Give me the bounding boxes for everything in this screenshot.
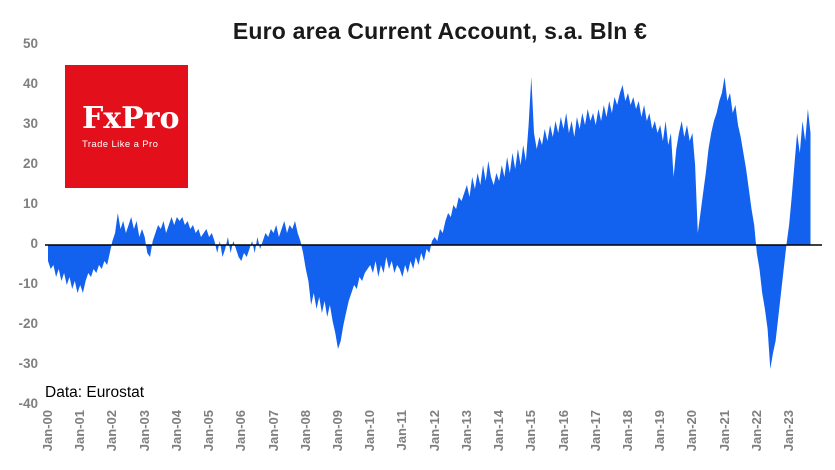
y-axis-label: -40 xyxy=(18,396,38,411)
x-axis-label: Jan-01 xyxy=(72,410,88,452)
x-axis-label: Jan-04 xyxy=(168,410,184,452)
y-axis-label: 30 xyxy=(22,116,38,131)
x-axis-label: Jan-06 xyxy=(233,410,249,452)
x-axis-label: Jan-08 xyxy=(297,410,313,452)
x-axis-label: Jan-23 xyxy=(781,410,797,452)
x-axis-label: Jan-19 xyxy=(652,410,668,452)
x-axis-label: Jan-22 xyxy=(748,410,764,452)
y-axis-label: 40 xyxy=(22,76,38,91)
x-axis-label: Jan-11 xyxy=(394,410,410,451)
x-axis-label: Jan-02 xyxy=(104,410,120,452)
x-axis-label: Jan-13 xyxy=(458,410,474,452)
x-axis-label: Jan-18 xyxy=(619,410,635,452)
x-axis-label: Jan-14 xyxy=(491,410,507,452)
x-axis-label: Jan-09 xyxy=(329,410,345,452)
x-axis-label: Jan-05 xyxy=(201,410,217,452)
x-axis-label: Jan-21 xyxy=(716,410,732,452)
y-axis-label: 0 xyxy=(30,236,38,251)
x-axis-label: Jan-20 xyxy=(684,410,700,452)
fxpro-logo-tagline: Trade Like a Pro xyxy=(82,139,159,150)
x-axis-label: Jan-15 xyxy=(523,410,539,452)
source-note: Data: Eurostat xyxy=(45,384,145,401)
y-axis-label: -10 xyxy=(18,276,38,291)
x-axis-label: Jan-00 xyxy=(40,410,55,452)
area-series xyxy=(48,77,811,369)
fxpro-logo-text: FxPro xyxy=(82,101,180,136)
chart-title: Euro area Current Account, s.a. Bln € xyxy=(232,18,648,44)
x-axis-label: Jan-12 xyxy=(426,410,442,452)
fxpro-logo: FxPro Trade Like a Pro xyxy=(65,65,188,188)
x-axis-label: Jan-10 xyxy=(362,410,378,452)
y-axis-label: 50 xyxy=(22,36,38,51)
y-axis-label: -20 xyxy=(18,316,38,331)
x-axis-label: Jan-16 xyxy=(555,410,571,452)
x-axis-label: Jan-03 xyxy=(136,410,152,452)
y-axis-label: 20 xyxy=(22,156,38,171)
x-axis-label: Jan-07 xyxy=(265,410,281,452)
y-axis-label: 10 xyxy=(22,196,38,211)
x-axis-label: Jan-17 xyxy=(587,410,603,452)
y-axis-label: -30 xyxy=(18,356,38,371)
